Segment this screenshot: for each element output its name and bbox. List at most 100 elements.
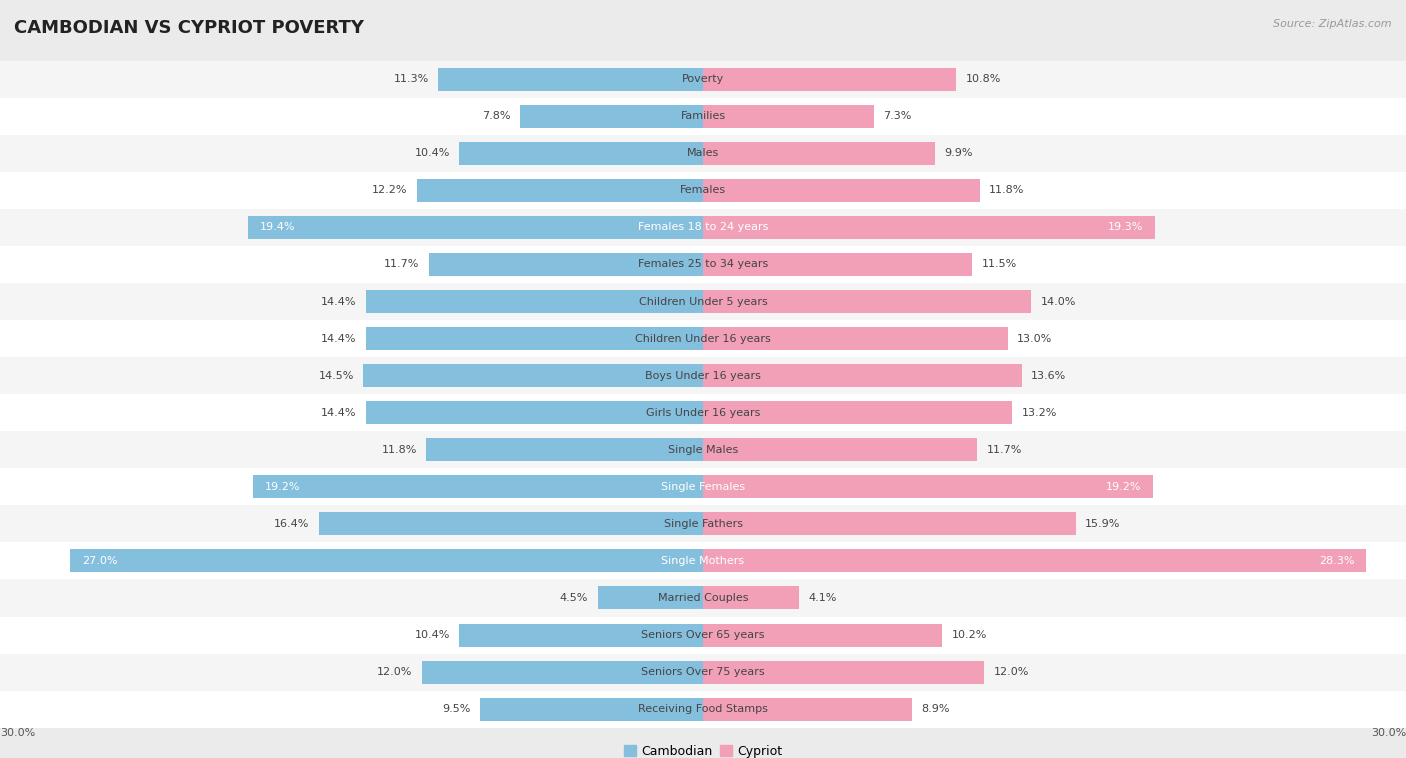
Text: 10.2%: 10.2%: [952, 630, 987, 640]
Text: Married Couples: Married Couples: [658, 593, 748, 603]
Bar: [0, 246, 1406, 283]
Text: 7.8%: 7.8%: [482, 111, 510, 121]
Bar: [319, 512, 703, 535]
Bar: [703, 216, 1156, 239]
Bar: [0, 135, 1406, 172]
Bar: [703, 697, 911, 721]
Text: Seniors Over 75 years: Seniors Over 75 years: [641, 667, 765, 677]
Text: 11.7%: 11.7%: [987, 445, 1022, 455]
Bar: [0, 543, 1406, 579]
Bar: [703, 550, 1367, 572]
Bar: [703, 364, 1022, 387]
Text: 14.4%: 14.4%: [321, 334, 356, 343]
Text: Single Males: Single Males: [668, 445, 738, 455]
Text: 7.3%: 7.3%: [883, 111, 912, 121]
Text: 14.4%: 14.4%: [321, 408, 356, 418]
Bar: [366, 401, 703, 424]
Text: 12.0%: 12.0%: [377, 667, 412, 677]
Bar: [429, 253, 703, 276]
Bar: [418, 179, 703, 202]
Bar: [249, 216, 703, 239]
Bar: [703, 587, 799, 609]
Bar: [363, 364, 703, 387]
Text: 13.2%: 13.2%: [1022, 408, 1057, 418]
Bar: [703, 661, 984, 684]
Bar: [0, 320, 1406, 357]
Bar: [0, 209, 1406, 246]
Text: Families: Families: [681, 111, 725, 121]
Text: Seniors Over 65 years: Seniors Over 65 years: [641, 630, 765, 640]
Text: 9.9%: 9.9%: [945, 149, 973, 158]
Text: 19.4%: 19.4%: [260, 222, 295, 233]
Text: 16.4%: 16.4%: [274, 519, 309, 529]
Bar: [598, 587, 703, 609]
Text: 12.0%: 12.0%: [994, 667, 1029, 677]
Text: 12.2%: 12.2%: [373, 186, 408, 196]
Text: 10.4%: 10.4%: [415, 630, 450, 640]
Bar: [703, 401, 1012, 424]
Text: Girls Under 16 years: Girls Under 16 years: [645, 408, 761, 418]
Bar: [0, 506, 1406, 543]
Text: 11.3%: 11.3%: [394, 74, 429, 84]
Text: Source: ZipAtlas.com: Source: ZipAtlas.com: [1274, 19, 1392, 29]
Legend: Cambodian, Cypriot: Cambodian, Cypriot: [619, 740, 787, 758]
Text: 14.0%: 14.0%: [1040, 296, 1076, 306]
Text: Single Fathers: Single Fathers: [664, 519, 742, 529]
Text: 14.5%: 14.5%: [319, 371, 354, 381]
Bar: [366, 290, 703, 313]
Text: 11.8%: 11.8%: [382, 445, 418, 455]
Bar: [0, 691, 1406, 728]
Text: Females 18 to 24 years: Females 18 to 24 years: [638, 222, 768, 233]
Bar: [0, 172, 1406, 209]
Text: 8.9%: 8.9%: [921, 704, 949, 714]
Text: Children Under 16 years: Children Under 16 years: [636, 334, 770, 343]
Bar: [703, 624, 942, 647]
Text: Males: Males: [688, 149, 718, 158]
Bar: [703, 67, 956, 91]
Text: Children Under 5 years: Children Under 5 years: [638, 296, 768, 306]
Bar: [0, 653, 1406, 691]
Text: 30.0%: 30.0%: [1371, 728, 1406, 738]
Text: Single Females: Single Females: [661, 482, 745, 492]
Bar: [0, 579, 1406, 616]
Bar: [520, 105, 703, 127]
Text: 11.7%: 11.7%: [384, 259, 419, 269]
Text: 4.1%: 4.1%: [808, 593, 837, 603]
Bar: [0, 61, 1406, 98]
Text: 9.5%: 9.5%: [443, 704, 471, 714]
Bar: [703, 327, 1008, 350]
Bar: [703, 105, 875, 127]
Bar: [0, 283, 1406, 320]
Bar: [0, 394, 1406, 431]
Bar: [703, 290, 1031, 313]
Text: 19.2%: 19.2%: [264, 482, 301, 492]
Text: 14.4%: 14.4%: [321, 296, 356, 306]
Bar: [460, 142, 703, 164]
Text: 19.3%: 19.3%: [1108, 222, 1143, 233]
Bar: [253, 475, 703, 498]
Bar: [0, 468, 1406, 506]
Bar: [70, 550, 703, 572]
Bar: [703, 253, 973, 276]
Text: 30.0%: 30.0%: [0, 728, 35, 738]
Text: 19.2%: 19.2%: [1105, 482, 1142, 492]
Text: 4.5%: 4.5%: [560, 593, 588, 603]
Text: 10.4%: 10.4%: [415, 149, 450, 158]
Bar: [366, 327, 703, 350]
Text: Boys Under 16 years: Boys Under 16 years: [645, 371, 761, 381]
Bar: [703, 512, 1076, 535]
Text: 13.0%: 13.0%: [1017, 334, 1052, 343]
Text: Females: Females: [681, 186, 725, 196]
Bar: [422, 661, 703, 684]
Text: 28.3%: 28.3%: [1319, 556, 1354, 566]
Bar: [703, 142, 935, 164]
Text: Poverty: Poverty: [682, 74, 724, 84]
Bar: [703, 438, 977, 461]
Bar: [0, 616, 1406, 653]
Text: 11.8%: 11.8%: [988, 186, 1024, 196]
Bar: [0, 98, 1406, 135]
Bar: [0, 431, 1406, 468]
Text: 27.0%: 27.0%: [82, 556, 118, 566]
Bar: [0, 357, 1406, 394]
Text: 15.9%: 15.9%: [1085, 519, 1121, 529]
